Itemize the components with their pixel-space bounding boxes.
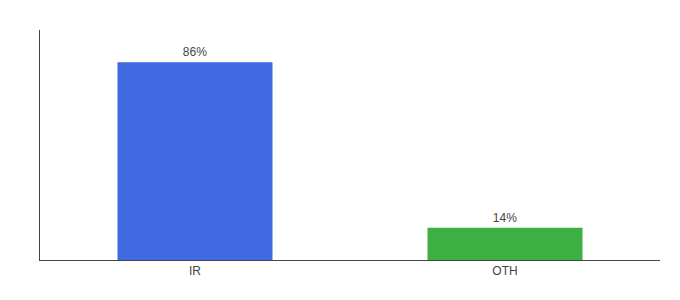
- svg-text:IR: IR: [189, 264, 201, 278]
- svg-text:OTH: OTH: [492, 264, 517, 278]
- svg-text:86%: 86%: [183, 45, 207, 59]
- svg-text:14%: 14%: [493, 211, 517, 225]
